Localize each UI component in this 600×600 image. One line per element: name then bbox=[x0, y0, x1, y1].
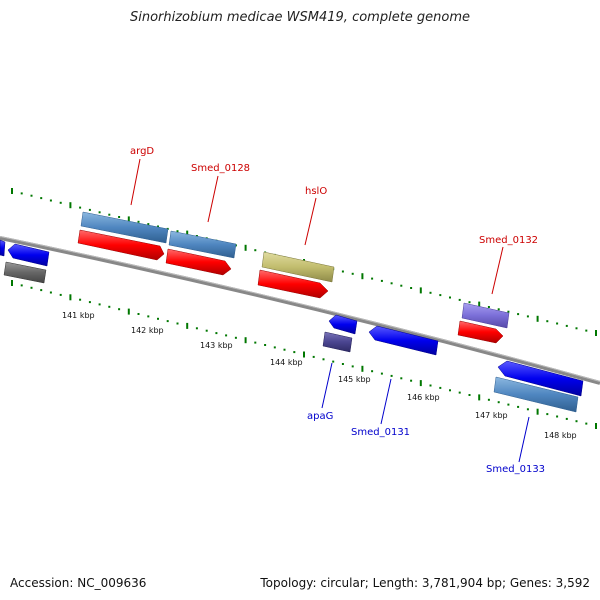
gene-bar-Smed_0132 bbox=[461, 302, 510, 329]
cds-arrow-left bbox=[7, 243, 50, 267]
scale-labels: 141 kbp 142 kbp 143 kbp 144 kbp 145 kbp … bbox=[62, 311, 577, 440]
scale-label: 144 kbp bbox=[270, 358, 303, 367]
cds-arrow-argD bbox=[77, 229, 165, 261]
scale-label: 146 kbp bbox=[407, 393, 440, 402]
forward-features bbox=[77, 211, 510, 344]
leader-lines bbox=[130, 158, 530, 463]
gene-label-Smed_0128: Smed_0128 bbox=[191, 163, 250, 174]
scale-label: 145 kbp bbox=[338, 375, 371, 384]
accession-text: Accession: NC_009636 bbox=[10, 576, 147, 590]
gene-bar-argD bbox=[80, 211, 169, 244]
scale-ticks-top bbox=[11, 188, 597, 336]
gene-bar-left bbox=[3, 261, 47, 284]
map-title: Sinorhizobium medicae WSM419, complete g… bbox=[129, 10, 471, 25]
gene-bar-Smed_0128 bbox=[168, 230, 237, 259]
gene-label-argD: argD bbox=[130, 146, 154, 157]
genome-summary-text: Topology: circular; Length: 3,781,904 bp… bbox=[260, 576, 590, 590]
scale-label: 143 kbp bbox=[200, 341, 233, 350]
cds-arrow-apaG bbox=[328, 314, 358, 335]
cds-arrow-Smed_0128 bbox=[165, 248, 232, 276]
gene-bar-apaG bbox=[322, 331, 353, 353]
reverse-features bbox=[0, 239, 584, 413]
gene-label-Smed_0133: Smed_0133 bbox=[486, 464, 545, 475]
gene-bar-hslO bbox=[261, 251, 335, 283]
cds-arrow-left-edge bbox=[0, 239, 6, 257]
cds-arrow-Smed_0132 bbox=[457, 320, 504, 344]
scale-label: 147 kbp bbox=[475, 411, 508, 420]
scale-label: 142 kbp bbox=[131, 326, 164, 335]
gene-bar-Smed_0133 bbox=[493, 376, 579, 413]
scale-ticks-bottom bbox=[11, 280, 597, 429]
gene-labels-top: argD Smed_0128 hslO Smed_0132 bbox=[130, 146, 538, 246]
gene-label-Smed_0131: Smed_0131 bbox=[351, 427, 410, 438]
cds-arrow-Smed_0133 bbox=[497, 360, 584, 397]
backbone-line bbox=[0, 236, 600, 385]
cds-arrow-Smed_0131 bbox=[368, 325, 439, 356]
gene-label-apaG: apaG bbox=[307, 411, 333, 422]
cds-arrow-hslO bbox=[257, 269, 329, 299]
gene-labels-bottom: apaG Smed_0131 Smed_0133 bbox=[307, 411, 545, 475]
scale-label: 148 kbp bbox=[544, 431, 577, 440]
gene-label-Smed_0132: Smed_0132 bbox=[479, 235, 538, 246]
scale-label: 141 kbp bbox=[62, 311, 95, 320]
gene-label-hslO: hslO bbox=[305, 186, 327, 197]
